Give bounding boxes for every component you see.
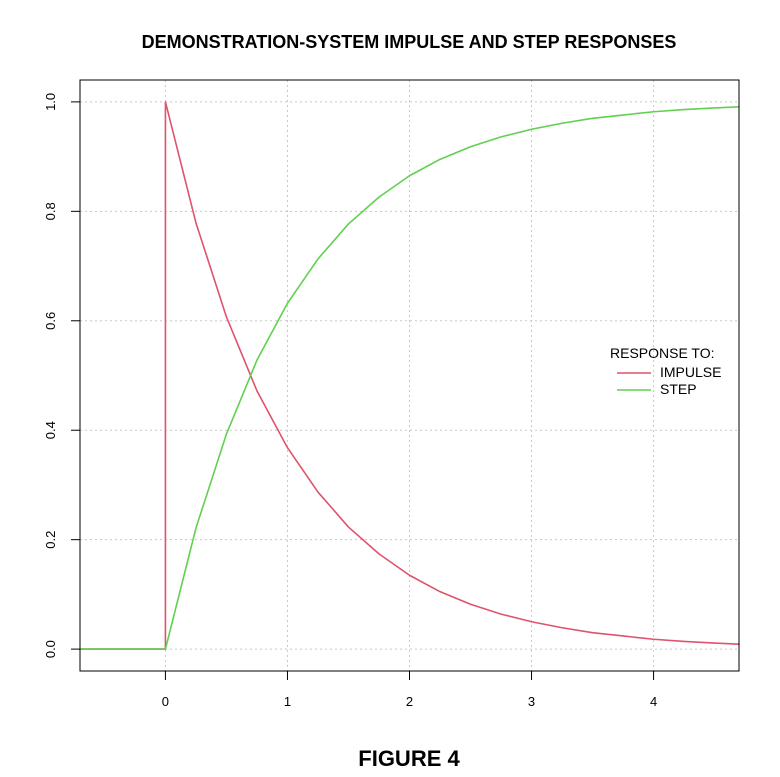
chart-title: DEMONSTRATION-SYSTEM IMPULSE AND STEP RE… [142, 32, 677, 52]
y-tick-label: 0.8 [43, 202, 58, 220]
y-tick-label: 0.4 [43, 421, 58, 439]
x-tick-label: 1 [284, 694, 291, 709]
y-tick-label: 0.0 [43, 640, 58, 658]
y-tick-label: 1.0 [43, 93, 58, 111]
series-line-impulse [79, 101, 740, 650]
legend-title: RESPONSE TO: [610, 345, 715, 361]
y-tick-label: 0.2 [43, 531, 58, 549]
y-tick-label: 0.6 [43, 312, 58, 330]
x-tick-label: 4 [650, 694, 657, 709]
figure-caption: FIGURE 4 [358, 746, 460, 771]
x-tick-label: 0 [162, 694, 169, 709]
x-tick-label: 3 [528, 694, 535, 709]
grid [80, 80, 739, 671]
axes: 0 1 2 3 4 0.0 0.2 0.4 0.6 0.8 1.0 [43, 93, 657, 709]
x-tick-label: 2 [406, 694, 413, 709]
legend-label-step: STEP [660, 381, 697, 397]
series-line-step [79, 106, 740, 650]
series-layer [79, 101, 740, 650]
legend-label-impulse: IMPULSE [660, 364, 721, 380]
